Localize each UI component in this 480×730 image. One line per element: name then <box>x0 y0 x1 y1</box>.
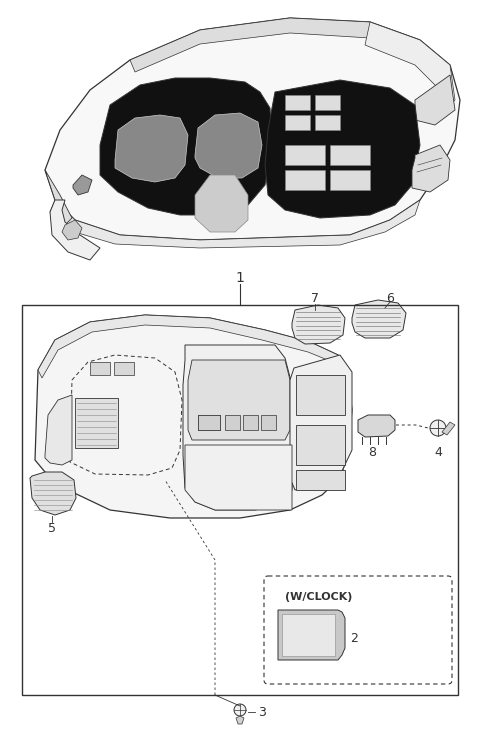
Polygon shape <box>315 115 340 130</box>
Text: 8: 8 <box>368 447 376 459</box>
Polygon shape <box>278 610 345 660</box>
Text: 1: 1 <box>236 271 244 285</box>
Text: 6: 6 <box>386 291 394 304</box>
Polygon shape <box>285 145 325 165</box>
Text: 5: 5 <box>48 521 56 534</box>
Polygon shape <box>198 415 220 430</box>
Polygon shape <box>195 175 248 232</box>
Polygon shape <box>292 305 345 344</box>
Polygon shape <box>75 398 118 448</box>
Circle shape <box>234 704 246 716</box>
Polygon shape <box>45 395 72 465</box>
Polygon shape <box>185 445 292 510</box>
Polygon shape <box>243 415 258 430</box>
Polygon shape <box>261 415 276 430</box>
Polygon shape <box>296 375 345 415</box>
Polygon shape <box>195 113 262 178</box>
Polygon shape <box>30 472 76 515</box>
Polygon shape <box>225 415 240 430</box>
Polygon shape <box>115 115 188 182</box>
Polygon shape <box>45 18 460 240</box>
Polygon shape <box>198 415 220 430</box>
Polygon shape <box>62 220 82 240</box>
Circle shape <box>430 420 446 436</box>
Polygon shape <box>45 170 72 225</box>
Polygon shape <box>290 355 352 490</box>
Polygon shape <box>50 200 420 248</box>
Polygon shape <box>38 315 340 378</box>
Polygon shape <box>442 422 455 435</box>
Polygon shape <box>296 470 345 490</box>
Polygon shape <box>265 80 420 218</box>
Polygon shape <box>50 200 100 260</box>
Polygon shape <box>35 315 352 518</box>
Polygon shape <box>285 95 310 110</box>
Polygon shape <box>90 362 110 375</box>
Polygon shape <box>412 145 450 192</box>
Polygon shape <box>236 716 244 724</box>
Polygon shape <box>73 175 92 195</box>
Polygon shape <box>285 170 325 190</box>
Text: 4: 4 <box>434 445 442 458</box>
Polygon shape <box>352 300 406 338</box>
Polygon shape <box>285 115 310 130</box>
Polygon shape <box>330 170 370 190</box>
FancyBboxPatch shape <box>264 576 452 684</box>
Text: 2: 2 <box>350 631 358 645</box>
Polygon shape <box>188 360 290 440</box>
Polygon shape <box>358 415 395 437</box>
Polygon shape <box>296 425 345 465</box>
Text: 3: 3 <box>258 705 266 718</box>
Polygon shape <box>282 614 335 656</box>
Polygon shape <box>198 415 220 430</box>
Polygon shape <box>130 18 420 72</box>
Polygon shape <box>330 145 370 165</box>
Circle shape <box>220 383 244 407</box>
Polygon shape <box>183 345 292 510</box>
Polygon shape <box>365 22 455 110</box>
Polygon shape <box>315 95 340 110</box>
Polygon shape <box>415 75 455 125</box>
Bar <box>22 305 458 695</box>
Text: (W/CLOCK): (W/CLOCK) <box>285 592 352 602</box>
Polygon shape <box>198 415 220 430</box>
Text: 7: 7 <box>311 291 319 304</box>
Polygon shape <box>114 362 134 375</box>
Polygon shape <box>100 78 272 215</box>
